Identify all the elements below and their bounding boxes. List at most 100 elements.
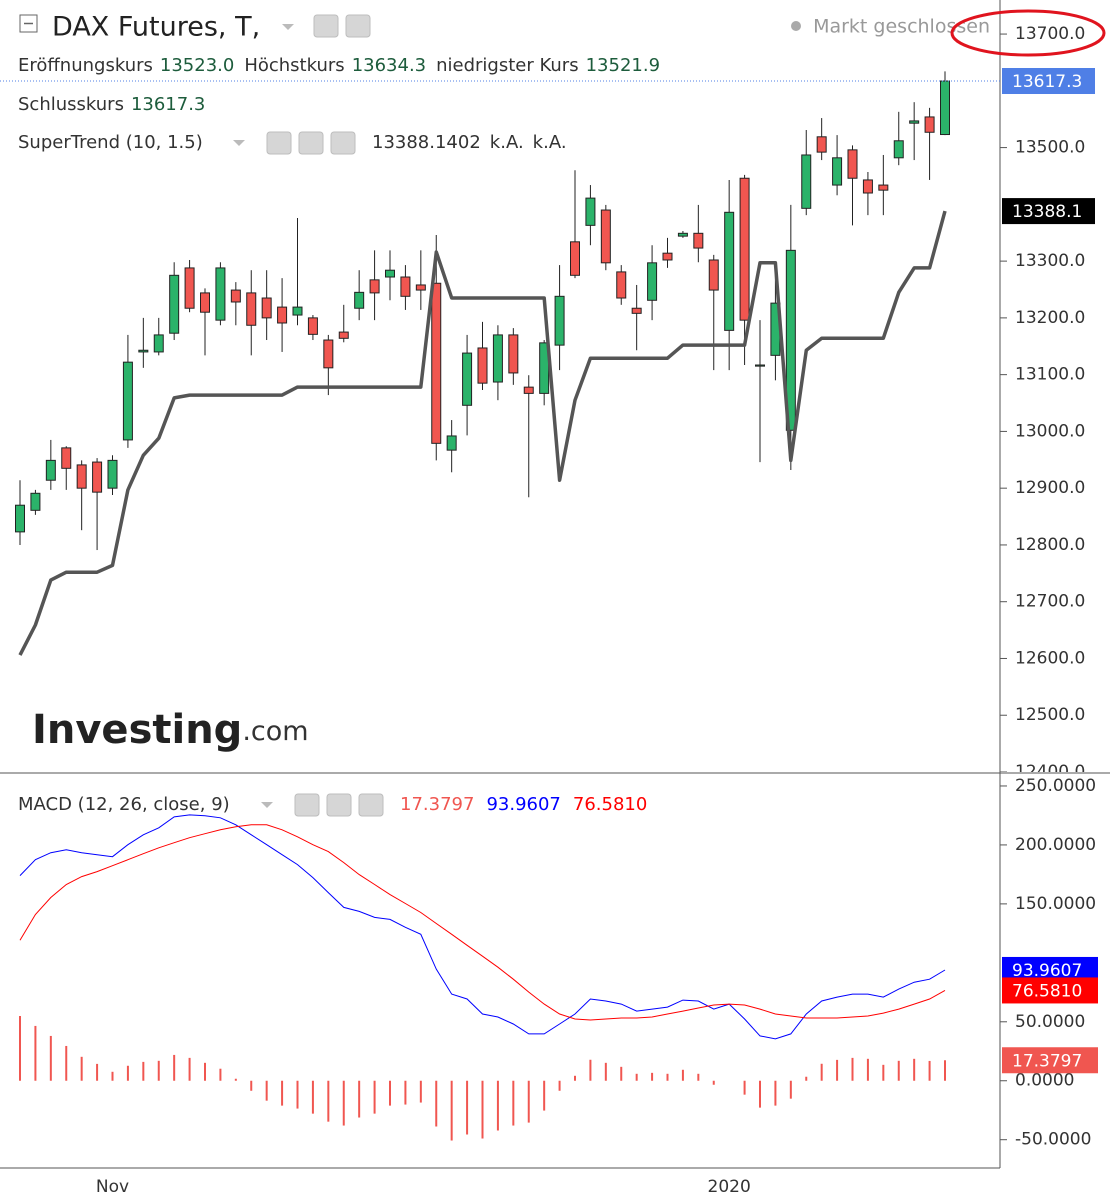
dropdown-caret[interactable] xyxy=(233,140,245,146)
y-tick-label: 13200.0 xyxy=(1015,308,1085,328)
candle-body xyxy=(801,154,812,209)
candle-body xyxy=(893,140,904,159)
candle-body xyxy=(246,292,257,326)
candle-body xyxy=(230,289,241,303)
y-tick-label: 0.0000 xyxy=(1015,1071,1074,1091)
macd-title: MACD (12, 26, close, 9) xyxy=(18,794,230,815)
candle-body xyxy=(107,459,118,489)
indicator-value: k.A. xyxy=(490,132,524,153)
x-tick-label: Nov xyxy=(96,1177,129,1196)
candle-body xyxy=(909,120,920,124)
icon-settings[interactable] xyxy=(345,14,371,38)
candle-body xyxy=(585,197,596,226)
y-tick-label: 12400.0 xyxy=(1015,762,1085,782)
y-tick-label: 13700.0 xyxy=(1015,24,1085,44)
candle-body xyxy=(508,334,519,374)
indicator-value: 13388.1402 xyxy=(372,132,481,153)
y-tick-label: 12900.0 xyxy=(1015,478,1085,498)
icon-settings[interactable] xyxy=(326,793,352,817)
y-tick-label: -50.0000 xyxy=(1015,1130,1091,1150)
market-status: Markt geschlossen xyxy=(813,16,990,38)
icon-visibility[interactable] xyxy=(313,14,339,38)
candle-body xyxy=(122,361,133,441)
icon-remove[interactable] xyxy=(330,131,356,155)
y-tick-label: 13300.0 xyxy=(1015,251,1085,271)
y-tick-label: 12800.0 xyxy=(1015,535,1085,555)
y-tick-label: 13100.0 xyxy=(1015,365,1085,385)
candle-body xyxy=(323,339,334,369)
candle-body xyxy=(369,279,380,294)
candle-body xyxy=(554,295,565,346)
candle-body xyxy=(570,241,580,276)
ohlc-label: Eröffnungskurs xyxy=(18,55,153,76)
legend-value: 93.9607 xyxy=(486,794,560,815)
y-tick-label: 12700.0 xyxy=(1015,592,1085,612)
candle-body xyxy=(200,292,210,313)
candle-body xyxy=(724,211,735,331)
candle-body xyxy=(477,347,488,384)
value-tag-label: 17.3797 xyxy=(1012,1051,1082,1071)
candle-body xyxy=(338,331,349,339)
candle-body xyxy=(169,274,180,334)
candle-body xyxy=(307,317,318,335)
candle-body xyxy=(662,252,673,261)
x-tick-label: 2020 xyxy=(708,1177,751,1196)
candle-body xyxy=(292,306,303,316)
value-tag xyxy=(1002,198,1095,225)
candle-body xyxy=(215,267,226,321)
candle-body xyxy=(76,464,87,489)
watermark-brand: Investing xyxy=(32,707,242,753)
candle-body xyxy=(92,461,103,493)
y-tick-label: 13000.0 xyxy=(1015,421,1085,441)
y-tick-label: 200.0000 xyxy=(1015,835,1096,855)
candle-body xyxy=(462,352,473,406)
value-tag-label: 13388.1 xyxy=(1012,202,1082,222)
candle-body xyxy=(261,297,272,319)
watermark-suffix: .com xyxy=(242,716,308,747)
chart-title: DAX Futures, T, xyxy=(52,12,260,43)
indicator-value: k.A. xyxy=(533,132,567,153)
ohlc-value: 13617.3 xyxy=(131,94,205,115)
ohlc-value: 13634.3 xyxy=(352,55,426,76)
candle-body xyxy=(708,259,719,291)
ohlc-label: Schlusskurs xyxy=(18,94,124,115)
y-tick-label: 150.0000 xyxy=(1015,894,1096,914)
collapse-box xyxy=(19,14,38,33)
candle-body xyxy=(862,179,873,194)
candle-body xyxy=(878,184,889,191)
close-legend: Schlusskurs 13617.3 xyxy=(18,94,205,115)
candle-body xyxy=(847,149,858,179)
icon-settings[interactable] xyxy=(298,131,324,155)
y-tick-label: 12600.0 xyxy=(1015,648,1085,668)
candle-body xyxy=(184,267,195,309)
candle-body xyxy=(446,435,457,451)
candle-body xyxy=(755,364,765,367)
annotation-ellipse xyxy=(950,9,1106,57)
macd-line xyxy=(19,824,946,1021)
supertrend-line xyxy=(18,210,947,656)
candle-body xyxy=(600,209,611,264)
value-tag-label: 93.9607 xyxy=(1012,961,1082,981)
legend-value: 17.3797 xyxy=(400,794,474,815)
candle-body xyxy=(15,504,25,533)
value-tag xyxy=(1002,68,1095,95)
candle-body xyxy=(400,276,411,297)
candle-body xyxy=(940,80,950,136)
status-dot xyxy=(791,21,801,31)
ohlc-legend: Eröffnungskurs 13523.0 Höchstkurs 13634.3 ni… xyxy=(18,55,660,76)
candle-body xyxy=(785,249,796,431)
icon-remove[interactable] xyxy=(358,793,384,817)
dropdown-caret[interactable] xyxy=(282,24,294,30)
candle-body xyxy=(647,262,658,301)
watermark: Investing.com xyxy=(32,707,309,753)
collapse-icon[interactable] xyxy=(19,14,38,33)
value-tag xyxy=(1002,977,1098,1004)
icon-visibility[interactable] xyxy=(294,793,320,817)
dropdown-caret[interactable] xyxy=(261,802,273,808)
icon-visibility[interactable] xyxy=(266,131,292,155)
candle-body xyxy=(523,386,534,394)
candle-body xyxy=(61,447,72,469)
candle-body xyxy=(415,284,426,291)
